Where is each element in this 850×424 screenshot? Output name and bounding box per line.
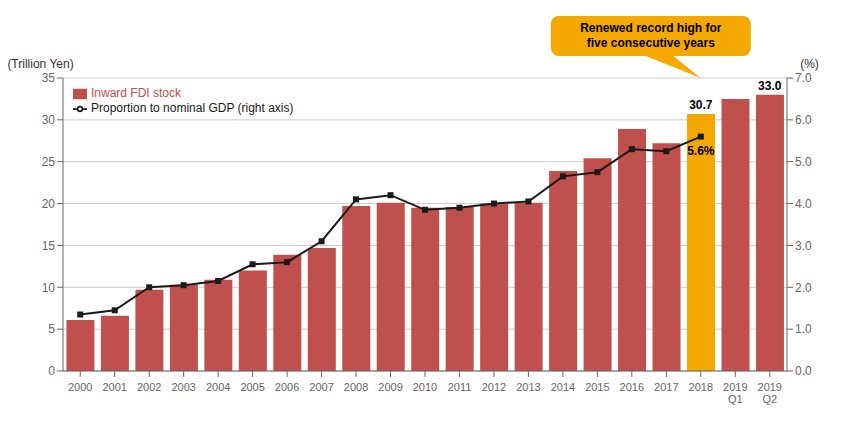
svg-text:2004: 2004 bbox=[206, 381, 230, 393]
svg-text:2013: 2013 bbox=[516, 381, 540, 393]
svg-text:6.0: 6.0 bbox=[795, 113, 812, 127]
html-text:Inward FDI stock: Inward FDI stock bbox=[91, 86, 181, 100]
svg-text:2011: 2011 bbox=[448, 381, 472, 393]
svg-text:5.6%: 5.6% bbox=[687, 144, 715, 158]
svg-text:2.0: 2.0 bbox=[795, 281, 812, 295]
svg-text:(Trillion Yen): (Trillion Yen) bbox=[8, 57, 74, 71]
svg-text:5: 5 bbox=[48, 322, 55, 336]
svg-text:2007: 2007 bbox=[309, 381, 333, 393]
svg-text:2017: 2017 bbox=[654, 381, 678, 393]
svg-text:2009: 2009 bbox=[378, 381, 402, 393]
svg-text:2001: 2001 bbox=[102, 381, 126, 393]
svg-text:25: 25 bbox=[42, 155, 56, 169]
svg-text:2006: 2006 bbox=[275, 381, 299, 393]
svg-text:0.0: 0.0 bbox=[795, 364, 812, 378]
svg-text:10: 10 bbox=[42, 281, 56, 295]
svg-text:2018: 2018 bbox=[689, 381, 713, 393]
svg-text:3.0: 3.0 bbox=[795, 239, 812, 253]
svg-text:2019Q2: 2019Q2 bbox=[758, 381, 782, 406]
svg-text:2012: 2012 bbox=[482, 381, 506, 393]
svg-text:35: 35 bbox=[42, 71, 56, 85]
svg-text:(%): (%) bbox=[800, 57, 819, 71]
svg-text:Renewed record high forfive co: Renewed record high forfive consecutive … bbox=[580, 21, 722, 50]
svg-text:20: 20 bbox=[42, 197, 56, 211]
svg-text:2002: 2002 bbox=[137, 381, 161, 393]
svg-text:1.0: 1.0 bbox=[795, 322, 812, 336]
svg-text:2003: 2003 bbox=[171, 381, 195, 393]
svg-text:2015: 2015 bbox=[585, 381, 609, 393]
svg-text:2000: 2000 bbox=[68, 381, 92, 393]
svg-text:30: 30 bbox=[42, 113, 56, 127]
svg-text:2019Q1: 2019Q1 bbox=[723, 381, 747, 406]
svg-text:0: 0 bbox=[48, 364, 55, 378]
svg-text:5.0: 5.0 bbox=[795, 155, 812, 169]
svg-text:33.0: 33.0 bbox=[758, 79, 782, 93]
svg-text:2014: 2014 bbox=[551, 381, 575, 393]
svg-text:2005: 2005 bbox=[240, 381, 264, 393]
svg-text:2010: 2010 bbox=[413, 381, 437, 393]
svg-text:30.7: 30.7 bbox=[689, 98, 713, 112]
svg-text:2016: 2016 bbox=[620, 381, 644, 393]
svg-text:15: 15 bbox=[42, 239, 56, 253]
html-text:Proportion to nominal GDP (rig: Proportion to nominal GDP (right axis) bbox=[91, 100, 294, 115]
svg-text:4.0: 4.0 bbox=[795, 197, 812, 211]
svg-text:2008: 2008 bbox=[344, 381, 368, 393]
svg-text:7.0: 7.0 bbox=[795, 71, 812, 85]
